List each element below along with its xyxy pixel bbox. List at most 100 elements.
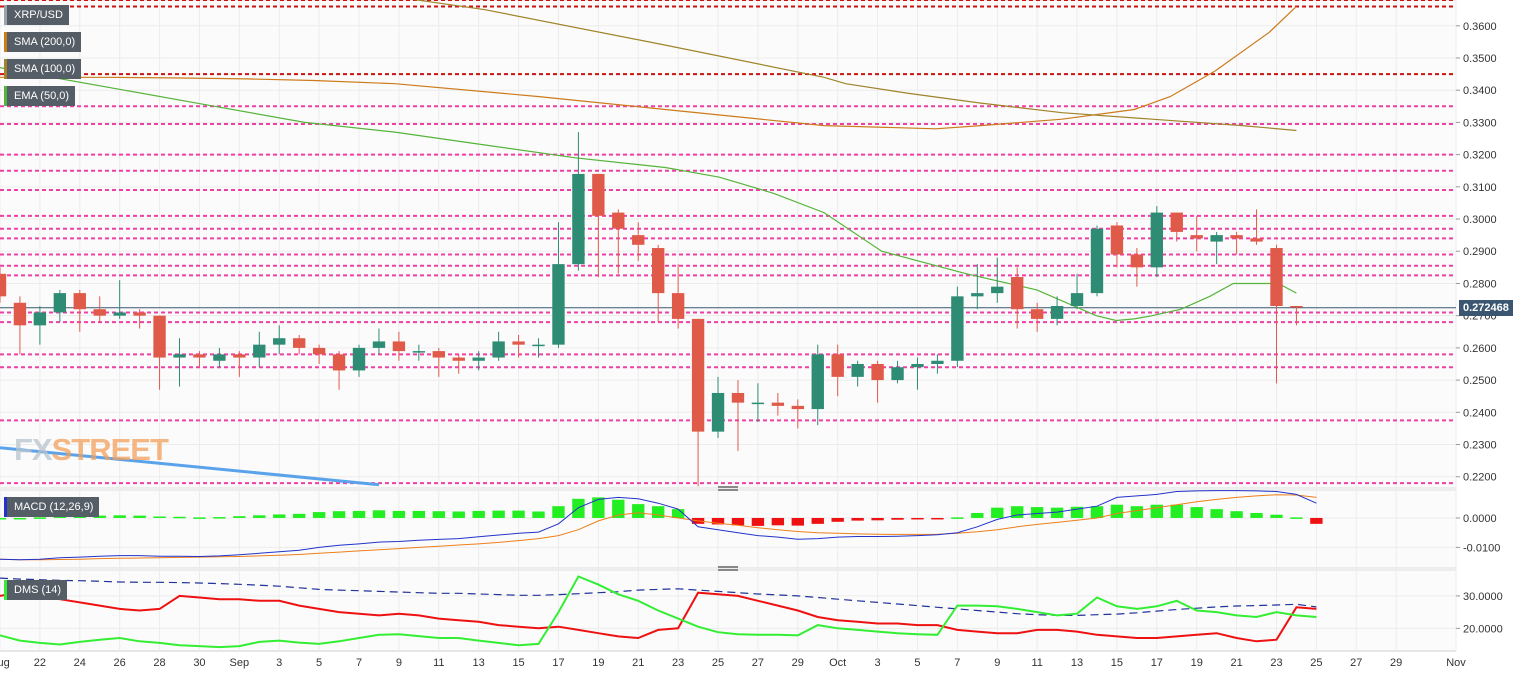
candle-down <box>1030 309 1044 319</box>
candle-down <box>0 273 7 297</box>
x-tick-label: 23 <box>672 657 684 669</box>
x-tick-label: 27 <box>752 657 764 669</box>
candle-down <box>1230 235 1243 239</box>
candle-up <box>1070 293 1084 307</box>
macd-hist-bar <box>13 517 27 520</box>
candle-down <box>871 363 884 381</box>
x-tick-label: 29 <box>1390 657 1402 669</box>
x-tick-label: 19 <box>592 657 604 669</box>
candle-down <box>432 351 445 358</box>
macd-hist-bar <box>1030 507 1044 518</box>
pane-handle <box>718 566 738 568</box>
candle-up <box>532 344 545 347</box>
candle-down <box>1110 225 1124 255</box>
dms-label[interactable]: DMS (14) <box>4 580 68 600</box>
macd-hist-bar <box>951 517 964 519</box>
candle-up <box>1050 306 1064 319</box>
candle-up <box>113 312 126 316</box>
fxstreet-watermark: FXSTREET <box>14 432 169 468</box>
candle-up <box>971 293 984 297</box>
pane-handle <box>718 486 738 488</box>
candle-down <box>671 293 685 319</box>
candle-down <box>13 302 27 326</box>
macd-hist-bar <box>711 517 725 525</box>
candle-up <box>1090 228 1104 294</box>
candle-down <box>652 248 665 294</box>
y-tick-label: 0.3000 <box>1463 214 1497 226</box>
x-tick-label: 5 <box>316 657 322 669</box>
y-tick-label: 20.0000 <box>1463 623 1503 635</box>
macd-hist-bar <box>1070 506 1084 518</box>
macd-hist-bar <box>552 506 565 518</box>
macd-hist-bar <box>1210 509 1223 518</box>
macd-hist-bar <box>671 509 685 518</box>
candle-down <box>1290 306 1303 308</box>
y-tick-label: 0.3100 <box>1463 182 1497 194</box>
macd-hist-bar <box>133 515 146 518</box>
sma200-label[interactable]: SMA (200,0) <box>4 32 82 52</box>
candle-down <box>1130 254 1144 268</box>
macd-hist-bar <box>1270 514 1283 518</box>
candle-down <box>133 312 146 316</box>
watermark-street: STREET <box>51 432 169 467</box>
y-tick-label: 30.0000 <box>1463 591 1503 603</box>
candle-up <box>352 347 366 371</box>
panel-bg-0 <box>0 0 1457 489</box>
x-tick-label: 21 <box>632 657 644 669</box>
x-tick-label: 15 <box>512 657 524 669</box>
x-tick-label: 3 <box>276 657 282 669</box>
x-tick-label: 23 <box>1270 657 1282 669</box>
candle-up <box>412 351 426 353</box>
x-tick-label: Oct <box>829 657 846 669</box>
macd-hist-bar <box>113 515 126 518</box>
candle-down <box>771 402 785 406</box>
candle-down <box>791 405 804 410</box>
macd-hist-bar <box>911 517 924 520</box>
macd-hist-bar <box>1170 504 1183 518</box>
macd-hist-bar <box>612 499 625 518</box>
pane-handle <box>718 489 738 491</box>
candle-down <box>831 354 844 377</box>
x-tick-label: 25 <box>1310 657 1322 669</box>
macd-hist-bar <box>731 517 745 526</box>
candle-down <box>632 235 645 245</box>
x-tick-label: 26 <box>114 657 126 669</box>
candle-up <box>911 363 924 368</box>
macd-hist-bar <box>93 515 106 518</box>
x-tick-label: Aug <box>0 657 10 669</box>
macd-hist-bar <box>352 510 366 518</box>
x-tick-label: 9 <box>994 657 1000 669</box>
y-tick-label: 0.3600 <box>1463 21 1497 33</box>
candle-down <box>332 354 346 371</box>
macd-hist-bar <box>532 511 545 518</box>
candle-up <box>273 338 286 345</box>
macd-hist-bar <box>971 512 984 518</box>
candle-up <box>811 354 824 410</box>
candle-up <box>1150 212 1164 268</box>
macd-line <box>0 490 1317 561</box>
macd-hist-bar <box>652 506 665 518</box>
x-tick-label: 15 <box>1111 657 1123 669</box>
macd-hist-bar <box>771 517 785 526</box>
x-tick-label: 17 <box>1151 657 1163 669</box>
candle-up <box>951 296 964 361</box>
macd-label[interactable]: MACD (12,26,9) <box>4 497 100 517</box>
macd-hist-bar <box>751 517 765 526</box>
macd-hist-bar <box>991 507 1004 518</box>
symbol-label[interactable]: XRP/USD <box>4 5 69 25</box>
x-tick-label: 30 <box>193 657 205 669</box>
candle-up <box>173 354 186 358</box>
x-tick-label: 11 <box>433 657 444 669</box>
macd-hist-bar <box>871 517 884 521</box>
macd-hist-bar <box>273 514 286 518</box>
y-tick-label: 0.2800 <box>1463 278 1497 290</box>
macd-hist-bar <box>931 517 944 520</box>
x-tick-label: 22 <box>34 657 46 669</box>
sma100-label[interactable]: SMA (100,0) <box>4 59 82 79</box>
x-tick-label: 11 <box>1031 657 1042 669</box>
macd-hist-bar <box>492 510 505 518</box>
macd-hist-bar <box>452 511 465 518</box>
ema50-label[interactable]: EMA (50,0) <box>4 86 76 106</box>
x-tick-label: 24 <box>74 657 86 669</box>
